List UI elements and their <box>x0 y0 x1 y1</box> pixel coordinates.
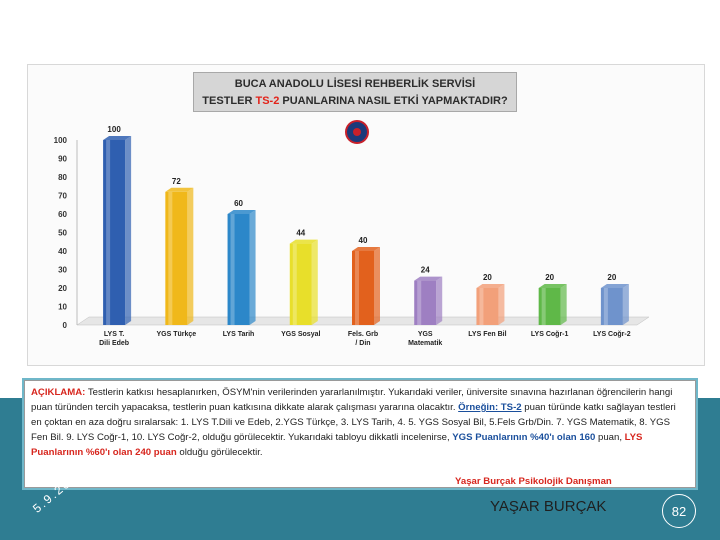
y-tick-label: 0 <box>63 321 68 330</box>
x-tick-label: YGS Türkçe <box>156 331 196 338</box>
bar-highlight <box>541 288 546 325</box>
y-tick-label: 10 <box>58 303 67 312</box>
data-label: 20 <box>483 273 492 282</box>
bar-highlight <box>230 214 235 325</box>
x-tick-label: Fels. Grb / Din <box>348 331 378 347</box>
bar-highlight <box>603 288 608 325</box>
bar-top <box>165 187 194 192</box>
title-highlight: TS-2 <box>255 95 280 107</box>
bar-highlight <box>479 288 484 325</box>
title-line2-start: TESTLER <box>202 95 256 107</box>
ygs-share: YGS Puanlarının %40'ı olan 160 <box>452 432 596 443</box>
bar-highlight <box>355 251 359 325</box>
y-tick-label: 60 <box>58 210 67 219</box>
data-label: 24 <box>421 266 430 275</box>
bar <box>476 288 499 325</box>
lys-share: LYS Puanlarının %60'ı olan 240 puan <box>31 432 643 458</box>
bar <box>538 288 561 325</box>
x-tick-label: LYS Tarih <box>223 331 255 338</box>
y-tick-label: 80 <box>58 173 67 182</box>
bar-side <box>560 284 567 325</box>
bar-top <box>476 284 505 288</box>
bar-top <box>103 136 132 140</box>
bar-top <box>538 284 567 288</box>
bar-side <box>311 239 318 325</box>
data-label: 40 <box>359 236 368 245</box>
x-tick-label: LYS Coğr-2 <box>593 331 631 338</box>
signature: Yaşar Burçak Psikolojik Danışman <box>455 476 612 487</box>
bar <box>352 251 374 325</box>
bar-top <box>227 210 256 214</box>
bar-side <box>125 136 132 325</box>
x-tick-label: LYS Fen Bil <box>468 331 506 338</box>
bar-highlight <box>292 243 297 325</box>
x-tick-label: LYS T. Dili Edeb <box>99 331 129 347</box>
explanation-p1: Testlerin katkısı hesaplanırken, ÖSYM'ni… <box>31 387 673 413</box>
bar-side <box>436 276 443 325</box>
y-tick-label: 90 <box>58 155 67 164</box>
bar-highlight <box>417 280 422 325</box>
data-label: 20 <box>545 273 554 282</box>
bar-side <box>498 284 505 325</box>
y-tick-label: 70 <box>58 192 67 201</box>
y-tick-label: 40 <box>58 247 67 256</box>
chart-title-line1: BUCA ANADOLU LİSESİ REHBERLİK SERVİSİ <box>234 78 476 90</box>
school-logo-icon <box>345 120 369 144</box>
bar-chart: 0 10 20 30 40 50 60 70 80 90 100 100 LYS T. Dili Edeb… <box>54 125 650 347</box>
explanation-p2: puan türünde katkı sağlayan testleri en … <box>31 402 676 443</box>
title-line2-end: PUANLARINA NASIL ETKİ YAPMAKTADIR? <box>279 95 508 107</box>
x-tick-label: YGS Sosyal <box>281 331 320 338</box>
explanation-p3: puan, <box>595 432 625 443</box>
bar <box>103 140 126 325</box>
page-number: 82 <box>662 494 696 528</box>
explanation-p4: olduğu görülecektir. <box>176 447 263 458</box>
data-label: 60 <box>234 199 243 208</box>
data-label: 72 <box>172 177 181 186</box>
y-tick-label: 50 <box>58 229 67 238</box>
x-tick-label: YGS Matematik <box>408 331 442 347</box>
bar-top <box>414 276 443 281</box>
y-tick-label: 30 <box>58 266 67 275</box>
slide-author: YAŞAR BURÇAK <box>490 498 607 515</box>
bar <box>227 214 250 325</box>
y-tick-label: 20 <box>58 284 67 293</box>
bar-side <box>187 187 194 325</box>
data-label: 100 <box>107 125 121 134</box>
data-label: 20 <box>607 273 616 282</box>
bar-top <box>600 284 629 288</box>
chart-title-box: BUCA ANADOLU LİSESİ REHBERLİK SERVİSİ TE… <box>193 72 517 112</box>
bar-highlight <box>168 191 173 325</box>
x-tick-label: LYS Coğr-1 <box>531 331 569 338</box>
bar-top <box>289 239 318 244</box>
chart-title-line2: TESTLER TS-2 PUANLARINA NASIL ETKİ YAPMA… <box>194 93 516 110</box>
bar <box>600 288 623 325</box>
bar <box>165 191 188 325</box>
bar-side <box>622 284 629 325</box>
bar-highlight <box>106 140 111 325</box>
bar-top <box>352 247 380 251</box>
data-label: 44 <box>296 229 305 238</box>
bar <box>414 280 437 325</box>
explanation-lead: AÇIKLAMA: <box>31 387 86 398</box>
explanation-box: AÇIKLAMA: Testlerin katkısı hesaplanırke… <box>24 380 696 488</box>
y-tick-label: 100 <box>54 136 68 145</box>
example-label: Örneğin: TS-2 <box>458 402 522 413</box>
bar-side <box>249 210 256 325</box>
bar-side <box>374 247 380 325</box>
bar <box>289 243 312 325</box>
